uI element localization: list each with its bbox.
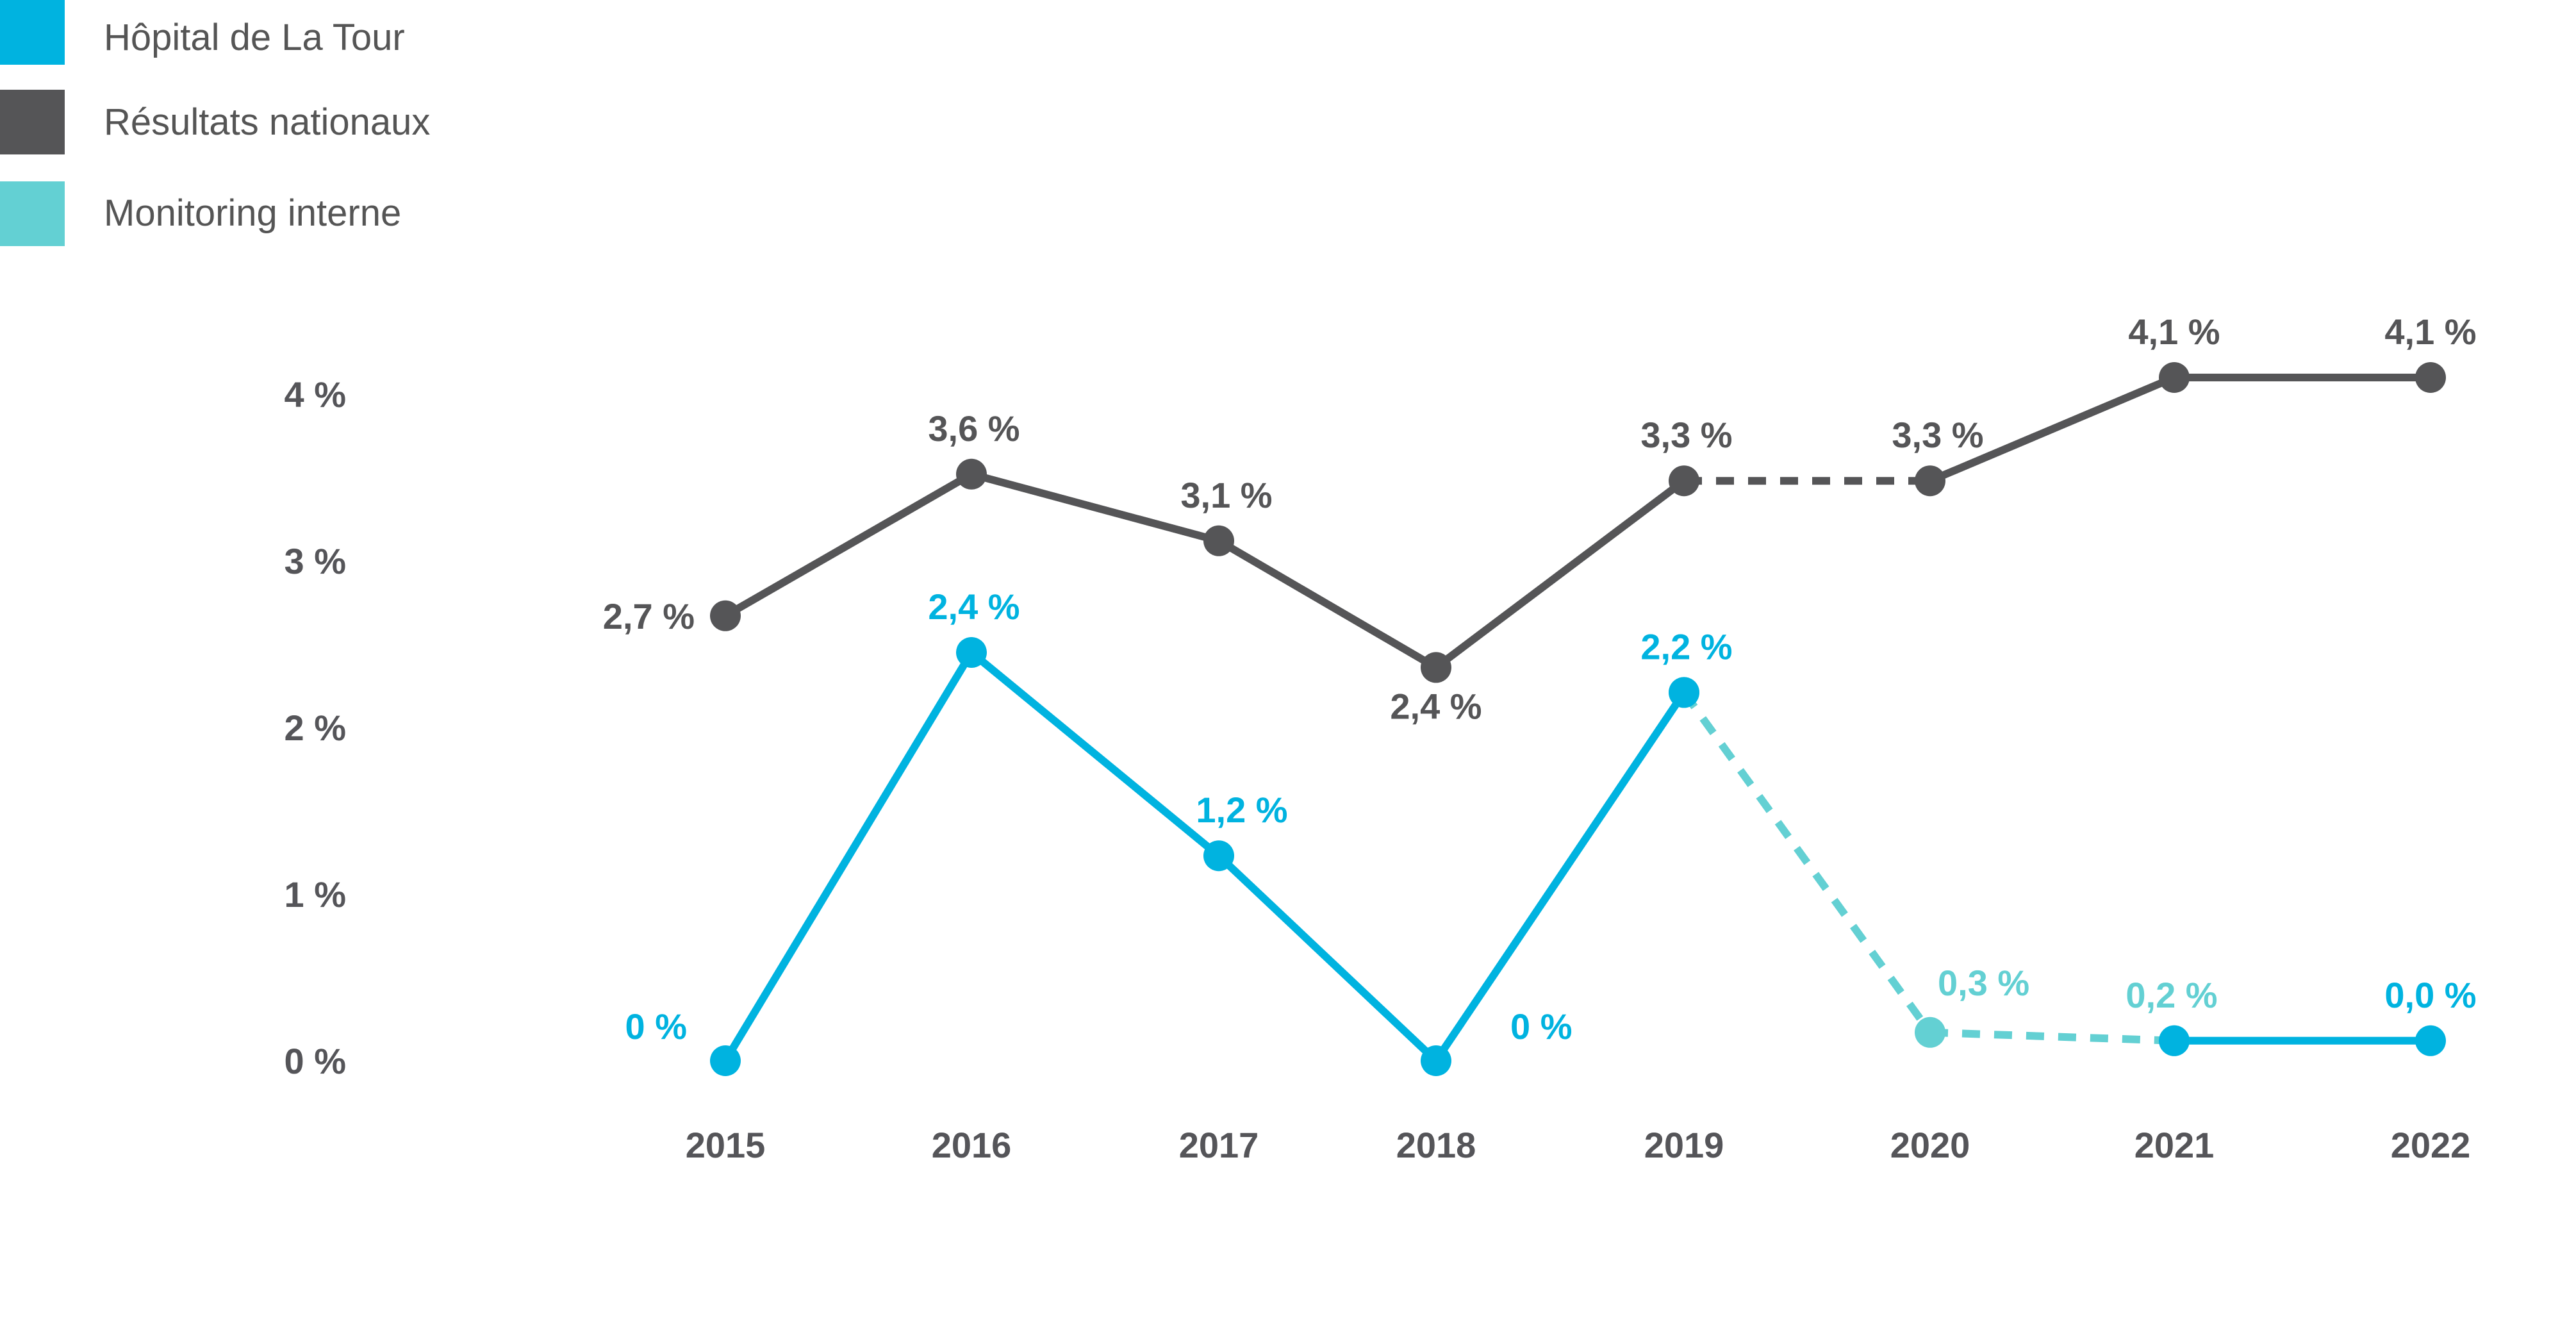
legend: Hôpital de La Tour Résultats nationaux M… [0, 0, 430, 246]
national-line-segment [722, 470, 975, 620]
hopital-data-label: 0,0 % [2384, 975, 2476, 1015]
legend-item-nationaux[interactable]: Résultats nationaux [0, 90, 430, 154]
y-axis: 0 % 1 % 2 % 3 % 4 % [285, 374, 347, 1081]
x-tick-label: 2022 [2391, 1125, 2471, 1165]
national-data-point [710, 600, 741, 631]
legend-swatch-hopital [0, 0, 65, 65]
hopital-data-label: 2,2 % [1640, 626, 1732, 667]
national-data-point [2415, 362, 2446, 393]
monitoring-line-segment [1681, 690, 1933, 1035]
national-line-segment [1215, 536, 1440, 672]
national-data-label: 3,3 % [1892, 415, 1983, 455]
legend-item-hopital[interactable]: Hôpital de La Tour [0, 0, 405, 65]
x-tick-label: 2018 [1396, 1125, 1476, 1165]
hopital-data-point [1421, 1045, 1451, 1076]
national-data-label: 3,3 % [1640, 415, 1732, 455]
monitoring-data-point [1915, 1017, 1945, 1048]
legend-label-monitoring: Monitoring interne [104, 192, 401, 234]
national-data-point [956, 458, 987, 490]
national-data-label: 4,1 % [2384, 311, 2476, 352]
x-tick-label: 2020 [1890, 1125, 1970, 1165]
national-data-label: 2,4 % [1390, 686, 1482, 726]
x-axis: 2015 2016 2017 2018 2019 2020 2021 2022 [686, 1125, 2471, 1165]
national-data-point [1421, 652, 1451, 683]
y-tick-label: 1 % [285, 874, 347, 915]
hopital-line-segment [1432, 688, 1688, 1065]
series-layer: 2,7 % 3,6 % 3,1 % 2,4 % 3,3 % 3,3 % 4,1 % 4,1 %… [603, 311, 2477, 1076]
y-tick-label: 2 % [285, 708, 347, 748]
monitoring-line-segment [1929, 1028, 2175, 1045]
hopital-line-segment [722, 649, 975, 1065]
hopital-line-segment [968, 649, 1223, 860]
national-data-label: 2,7 % [603, 596, 695, 636]
hopital-data-point [956, 637, 987, 668]
national-data-point [1203, 525, 1234, 556]
legend-label-nationaux: Résultats nationaux [104, 101, 430, 143]
hopital-data-label: 0 % [1510, 1006, 1573, 1047]
x-tick-label: 2015 [686, 1125, 766, 1165]
hopital-data-point [1203, 840, 1234, 872]
monitoring-data-label: 0,3 % [1938, 963, 2029, 1003]
hopital-data-point [2159, 1025, 2190, 1056]
hopital-data-label: 0 % [625, 1006, 688, 1047]
national-data-point [2159, 362, 2190, 393]
national-data-label: 3,1 % [1180, 475, 1272, 515]
legend-item-monitoring[interactable]: Monitoring interne [0, 181, 401, 246]
national-line-segment [1432, 477, 1688, 672]
national-line-segment [1926, 374, 2178, 485]
national-data-label: 3,6 % [928, 408, 1020, 449]
hopital-line-segment [1215, 852, 1440, 1065]
monitoring-data-label: 0,2 % [2126, 975, 2217, 1015]
x-tick-label: 2019 [1644, 1125, 1724, 1165]
hopital-data-point [1669, 677, 1699, 708]
y-tick-label: 4 % [285, 374, 347, 415]
x-tick-label: 2021 [2134, 1125, 2215, 1165]
national-data-point [1669, 465, 1699, 497]
x-tick-label: 2016 [932, 1125, 1012, 1165]
hopital-data-label: 2,4 % [928, 586, 1020, 627]
x-tick-label: 2017 [1179, 1125, 1259, 1165]
legend-swatch-nationaux [0, 90, 65, 154]
hopital-data-point [710, 1045, 741, 1076]
national-data-point [1915, 465, 1945, 497]
national-line-segment [968, 470, 1223, 545]
y-tick-label: 0 % [285, 1041, 347, 1081]
hopital-data-point [2415, 1025, 2446, 1056]
national-data-label: 4,1 % [2128, 311, 2220, 352]
legend-label-hopital: Hôpital de La Tour [104, 17, 405, 58]
y-tick-label: 3 % [285, 541, 347, 581]
hopital-data-label: 1,2 % [1196, 790, 1287, 830]
legend-swatch-monitoring [0, 181, 65, 246]
